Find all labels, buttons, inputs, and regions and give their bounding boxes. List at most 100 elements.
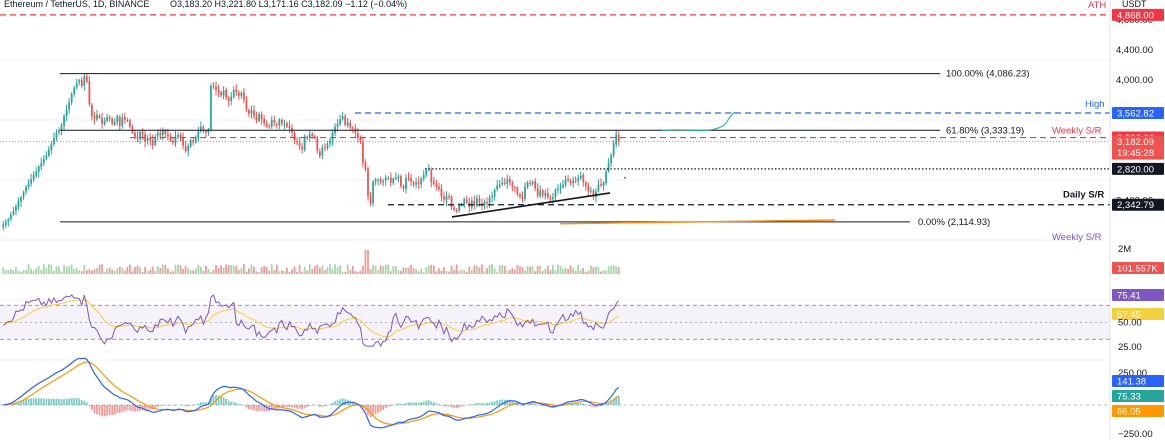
candle-body bbox=[156, 132, 159, 137]
volume-bar bbox=[354, 271, 357, 274]
macd-histogram-bar bbox=[151, 405, 154, 410]
macd-histogram-bar bbox=[37, 398, 40, 405]
volume-bar bbox=[612, 264, 615, 274]
macd-histogram-bar bbox=[45, 398, 48, 405]
volume-bar bbox=[493, 268, 496, 274]
volume-bar bbox=[557, 264, 559, 274]
macd-histogram-bar bbox=[263, 405, 266, 412]
ath-value-badge: 4,868.00 bbox=[1117, 10, 1154, 21]
macd-histogram-bar bbox=[344, 399, 347, 405]
candle-body bbox=[329, 140, 331, 144]
volume-value-badge-bg bbox=[1112, 262, 1164, 274]
candle-body bbox=[443, 196, 445, 200]
volume-bar bbox=[20, 271, 22, 274]
candle-body bbox=[549, 197, 552, 200]
volume-bar bbox=[174, 264, 177, 274]
macd-histogram-bar bbox=[134, 405, 136, 412]
volume-bar bbox=[22, 270, 25, 274]
macd-histogram-bar bbox=[458, 405, 461, 408]
macd-histogram-bar bbox=[481, 403, 483, 405]
macd-histogram-bar bbox=[374, 405, 377, 415]
macd-histogram-bar bbox=[577, 403, 580, 405]
volume-bar bbox=[336, 267, 339, 274]
macd-histogram-bar bbox=[83, 400, 86, 405]
macd-histogram-bar bbox=[280, 405, 283, 408]
macd-histogram-bar bbox=[42, 398, 45, 405]
candle-body bbox=[597, 184, 600, 192]
high-value-badge-bg bbox=[1112, 107, 1164, 120]
macd-histogram-bar bbox=[88, 405, 91, 407]
macd-histogram-bar bbox=[17, 401, 20, 405]
candle-body bbox=[73, 87, 76, 94]
macd-histogram-bar bbox=[306, 405, 309, 408]
candle-body bbox=[154, 137, 157, 146]
candle-body bbox=[108, 117, 111, 120]
macd-histogram-bar bbox=[516, 403, 519, 405]
volume-bar bbox=[514, 269, 516, 274]
macd-histogram-bar bbox=[222, 397, 225, 405]
volume-bar bbox=[407, 267, 410, 274]
macd-histogram-bar bbox=[324, 405, 326, 407]
macd-histogram-bar bbox=[321, 405, 324, 407]
volume-bar bbox=[275, 264, 278, 274]
volume-bar bbox=[400, 270, 402, 274]
volume-bar bbox=[283, 270, 286, 274]
candle-body bbox=[607, 162, 610, 172]
macd-histogram-bar bbox=[123, 405, 126, 412]
macd-histogram-bar bbox=[384, 405, 387, 409]
volume-bar bbox=[182, 268, 184, 274]
rsi-tick-25: 25.00 bbox=[1118, 342, 1142, 353]
volume-bar bbox=[339, 265, 342, 274]
candle-body bbox=[379, 179, 382, 183]
candle-body bbox=[303, 136, 306, 151]
candle-body bbox=[240, 92, 243, 96]
volume-bar bbox=[2, 267, 5, 274]
volume-bar bbox=[318, 267, 321, 274]
candle-body bbox=[539, 190, 542, 197]
volume-bar bbox=[438, 268, 440, 274]
volume-bar bbox=[341, 271, 344, 274]
macd-histogram-bar bbox=[448, 405, 450, 407]
volume-bar bbox=[65, 266, 68, 274]
volume-bar bbox=[526, 265, 529, 274]
macd-histogram-bar bbox=[250, 405, 253, 410]
volume-bar bbox=[351, 265, 354, 274]
candle-body bbox=[258, 113, 260, 122]
macd-histogram-bar bbox=[470, 404, 473, 405]
macd-histogram-bar bbox=[78, 398, 81, 405]
macd-histogram-bar bbox=[146, 405, 149, 410]
candle-body bbox=[425, 170, 428, 176]
candle-body bbox=[32, 174, 35, 180]
candle-body bbox=[96, 114, 98, 120]
macd-histogram-bar bbox=[131, 405, 134, 411]
volume-bar bbox=[255, 271, 258, 274]
macd-histogram-bar bbox=[415, 402, 417, 405]
candle-body bbox=[172, 140, 174, 143]
macd-histogram-bar bbox=[301, 405, 304, 410]
macd-histogram-bar bbox=[2, 405, 5, 406]
volume-bar bbox=[468, 266, 471, 274]
macd-histogram-bar bbox=[473, 404, 476, 405]
candle-body bbox=[587, 185, 590, 192]
volume-bar bbox=[453, 270, 455, 274]
candle-body bbox=[526, 182, 529, 188]
volume-bar bbox=[602, 269, 605, 274]
volume-bar bbox=[516, 264, 519, 274]
candle-body bbox=[524, 186, 526, 199]
volume-bar bbox=[60, 271, 63, 274]
candle-body bbox=[293, 133, 296, 141]
volume-bar bbox=[53, 271, 55, 274]
volume-bar bbox=[210, 271, 212, 274]
volume-bar bbox=[465, 271, 468, 274]
macd-histogram-bar bbox=[349, 400, 352, 405]
macd-histogram-bar bbox=[463, 405, 466, 406]
volume-bar bbox=[154, 271, 157, 274]
macd-histogram-bar bbox=[331, 402, 334, 405]
volume-bar bbox=[587, 270, 590, 274]
candle-body bbox=[106, 116, 108, 122]
macd-histogram-bar bbox=[493, 401, 496, 405]
candle-body bbox=[12, 210, 15, 215]
volume-bar bbox=[225, 264, 228, 274]
macd-histogram-bar bbox=[179, 404, 182, 406]
